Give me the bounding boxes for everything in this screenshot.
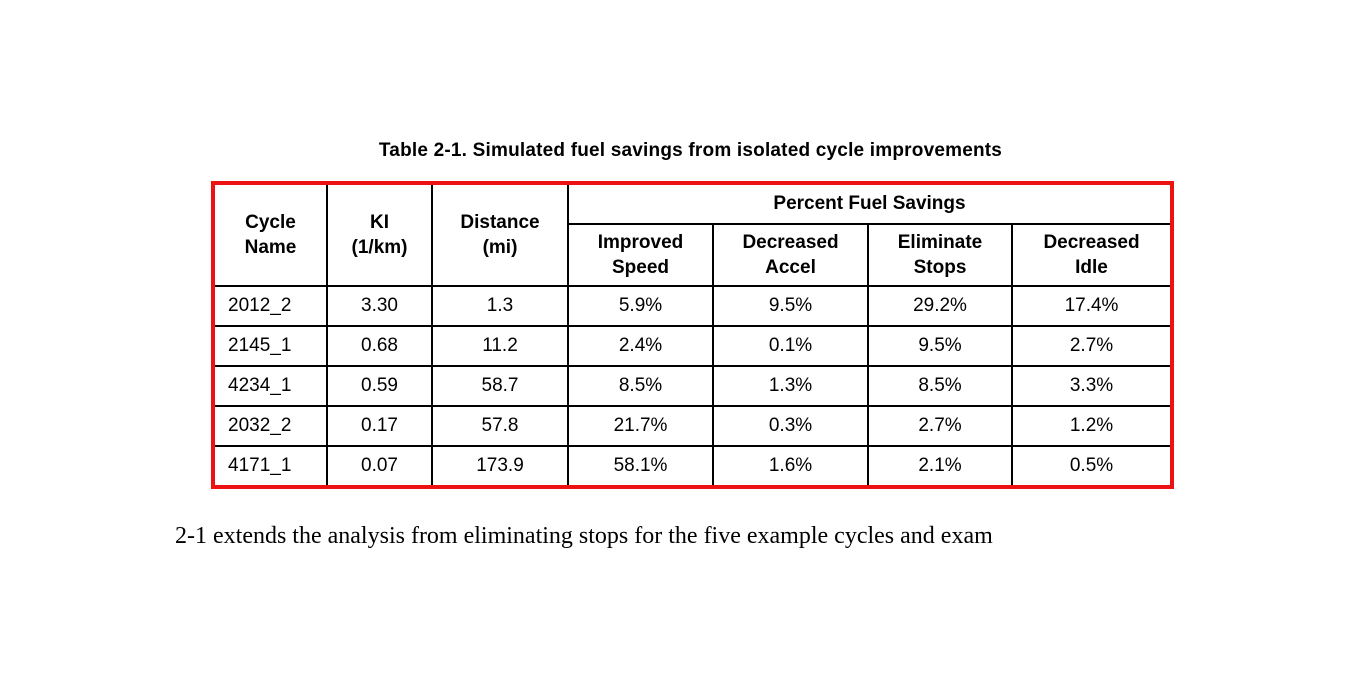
table-cell: 2032_2	[212, 405, 328, 447]
table-cell: 58.1%	[567, 445, 714, 488]
fuel-savings-table-grid: Cycle Name KI (1/km) Distance (mi) Perce…	[211, 181, 1174, 489]
table-cell: 4171_1	[212, 445, 328, 488]
table-cell: 3.3%	[1011, 365, 1173, 407]
table-row: 2012_2 3.30 1.3 5.9% 9.5% 29.2% 17.4%	[212, 285, 1173, 327]
table-cell: 1.3%	[712, 365, 869, 407]
table-row: 4234_1 0.59 58.7 8.5% 1.3% 8.5% 3.3%	[212, 365, 1173, 407]
table-cell: 0.17	[326, 405, 433, 447]
column-header-distance: Distance (mi)	[431, 182, 569, 287]
table-cell: 29.2%	[867, 285, 1013, 327]
table-cell: 0.59	[326, 365, 433, 407]
table-cell: 5.9%	[567, 285, 714, 327]
table-cell: 8.5%	[867, 365, 1013, 407]
column-group-header-percent-fuel-savings: Percent Fuel Savings	[567, 182, 1173, 225]
table-cell: 1.6%	[712, 445, 869, 488]
table-cell: 11.2	[431, 325, 569, 367]
table-row: 2145_1 0.68 11.2 2.4% 0.1% 9.5% 2.7%	[212, 325, 1173, 367]
table-cell: 57.8	[431, 405, 569, 447]
table-cell: 4234_1	[212, 365, 328, 407]
table-cell: 9.5%	[712, 285, 869, 327]
table-cell: 58.7	[431, 365, 569, 407]
table-cell: 8.5%	[567, 365, 714, 407]
table-cell: 1.3	[431, 285, 569, 327]
table-cell: 2.4%	[567, 325, 714, 367]
table-cell: 0.3%	[712, 405, 869, 447]
table-header-row-1: Cycle Name KI (1/km) Distance (mi) Perce…	[212, 182, 1173, 287]
table-caption: Table 2-1. Simulated fuel savings from i…	[378, 140, 1003, 161]
table-cell: 2145_1	[212, 325, 328, 367]
body-paragraph: 2-1 extends the analysis from eliminatin…	[175, 523, 993, 549]
column-header-improved-speed: Improved Speed	[567, 223, 714, 287]
column-header-ki: KI (1/km)	[326, 182, 433, 287]
table-cell: 9.5%	[867, 325, 1013, 367]
column-header-cycle-name: Cycle Name	[212, 182, 328, 287]
column-header-decreased-accel: Decreased Accel	[712, 223, 869, 287]
table-cell: 0.07	[326, 445, 433, 488]
table-header-row-2: Improved Speed Decreased Accel Eliminate…	[213, 223, 1173, 287]
table-row: 4171_1 0.07 173.9 58.1% 1.6% 2.1% 0.5%	[212, 445, 1173, 488]
table-cell: 3.30	[326, 285, 433, 327]
table-cell: 2.1%	[867, 445, 1013, 488]
table-cell: 0.68	[326, 325, 433, 367]
fuel-savings-table: Cycle Name KI (1/km) Distance (mi) Perce…	[211, 181, 1174, 489]
table-cell: 0.1%	[712, 325, 869, 367]
table-row: 2032_2 0.17 57.8 21.7% 0.3% 2.7% 1.2%	[212, 405, 1173, 447]
table-cell: 2012_2	[212, 285, 328, 327]
column-header-eliminate-stops: Eliminate Stops	[867, 223, 1013, 287]
table-cell: 2.7%	[867, 405, 1013, 447]
table-cell: 2.7%	[1011, 325, 1173, 367]
table-cell: 1.2%	[1011, 405, 1173, 447]
column-header-decreased-idle: Decreased Idle	[1011, 223, 1173, 287]
table-cell: 17.4%	[1011, 285, 1173, 327]
table-cell: 173.9	[431, 445, 569, 488]
table-cell: 0.5%	[1011, 445, 1173, 488]
table-cell: 21.7%	[567, 405, 714, 447]
